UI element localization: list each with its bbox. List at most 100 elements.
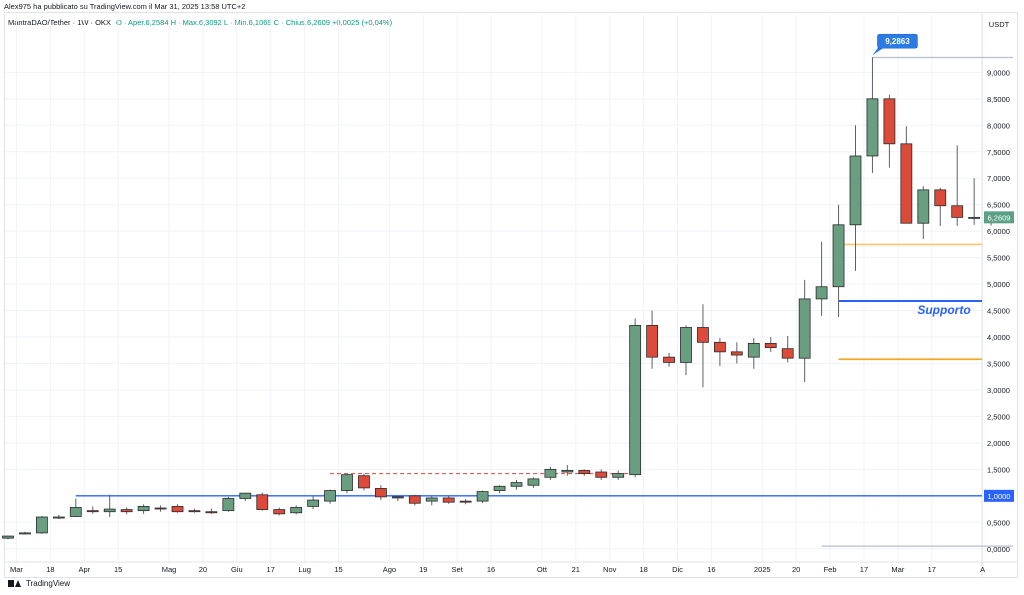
candle-up[interactable] [137, 506, 150, 512]
candle-up[interactable] [680, 327, 692, 363]
candle-up[interactable] [290, 507, 303, 514]
candle-up[interactable] [849, 155, 862, 226]
candle-up[interactable] [544, 468, 557, 478]
candle-up[interactable] [103, 508, 116, 513]
candle-up[interactable] [747, 342, 760, 358]
x-tick-label: Nov [603, 565, 617, 574]
x-tick-label: Mag [162, 565, 177, 574]
candle-up[interactable] [307, 499, 320, 507]
candle-down[interactable] [205, 511, 218, 514]
x-tick-label: Mar [10, 565, 23, 574]
candle-up[interactable] [561, 470, 574, 473]
high-callout-pointer [872, 47, 885, 56]
candle-down[interactable] [663, 356, 675, 363]
high-callout-label: 9,2863 [885, 37, 910, 46]
y-tick-label: 0,0000 [987, 545, 1010, 554]
candle-up[interactable] [510, 482, 523, 487]
candle-down[interactable] [951, 205, 964, 218]
candle-down[interactable] [120, 509, 133, 513]
x-tick-label: Ago [383, 565, 396, 574]
last-price-label: 6,2609 [988, 213, 1011, 222]
candle-up[interactable] [798, 298, 811, 359]
candle-down[interactable] [883, 98, 896, 145]
candle-up[interactable] [968, 216, 981, 219]
candle-up[interactable] [629, 324, 642, 476]
x-tick-label: 19 [419, 565, 427, 574]
candle-down[interactable] [764, 342, 777, 349]
candle-up[interactable] [866, 98, 879, 157]
x-tick-label: Set [452, 565, 464, 574]
price-unit-label: USDT [989, 20, 1010, 29]
tradingview-footer[interactable]: TradingView [8, 579, 70, 588]
candle-up[interactable] [341, 474, 353, 491]
candle-down[interactable] [900, 143, 913, 224]
x-tick-label: Feb [824, 565, 837, 574]
tradingview-logo-icon [8, 579, 22, 588]
candle-down[interactable] [256, 494, 269, 510]
candle-up[interactable] [612, 473, 625, 478]
candle-down[interactable] [595, 471, 608, 478]
candle-down[interactable] [408, 495, 421, 504]
candle-down[interactable] [697, 327, 709, 343]
candle-up[interactable] [324, 490, 336, 502]
x-tick-label: Apr [78, 565, 90, 574]
support-label: Supporto [917, 303, 970, 317]
x-tick-label: 15 [114, 565, 122, 574]
candle-down[interactable] [391, 496, 404, 499]
candle-up[interactable] [239, 492, 252, 499]
candle-down[interactable] [459, 500, 472, 503]
candle-up[interactable] [425, 497, 438, 502]
candle-down[interactable] [273, 509, 286, 515]
candle-down[interactable] [730, 351, 743, 356]
candle-up[interactable] [832, 224, 845, 288]
y-tick-label: 6,0000 [987, 227, 1010, 236]
x-tick-label: A [980, 565, 985, 574]
candle-down[interactable] [781, 348, 794, 359]
candle-up[interactable] [476, 491, 489, 502]
high-callout-box [877, 33, 918, 49]
symbol-legend: MantraDAO/Tether · 1W · OKX O · Aper.6,2… [8, 18, 392, 27]
candle-down[interactable] [154, 507, 167, 510]
y-tick-label: 9,0000 [987, 68, 1010, 77]
x-tick-label: Lug [298, 565, 311, 574]
x-tick-label: Mar [891, 565, 904, 574]
y-tick-label: 8,5000 [987, 95, 1010, 104]
y-tick-label: 3,0000 [987, 386, 1010, 395]
candle-down[interactable] [358, 475, 370, 489]
candle-down[interactable] [442, 497, 455, 503]
x-tick-label: 20 [792, 565, 800, 574]
candle-up[interactable] [493, 485, 506, 491]
candle-down[interactable] [934, 189, 947, 207]
symbol-name[interactable]: MantraDAO/Tether · 1W · OKX [8, 18, 111, 27]
x-tick-label: Giu [231, 565, 243, 574]
candle-down[interactable] [374, 488, 387, 498]
x-tick-label: Dic [672, 565, 683, 574]
y-tick-label: 4,5000 [987, 307, 1010, 316]
candle-down[interactable] [86, 510, 99, 513]
candle-up[interactable] [527, 478, 540, 486]
chart-frame [4, 12, 1018, 578]
candle-down[interactable] [188, 510, 201, 513]
reference-price-label: 1,0000 [988, 492, 1011, 501]
y-tick-label: 7,5000 [987, 148, 1010, 157]
x-tick-label: 20 [199, 565, 207, 574]
y-tick-label: 4,0000 [987, 333, 1010, 342]
y-tick-label: 8,0000 [987, 121, 1010, 130]
x-tick-label: 16 [707, 565, 715, 574]
x-tick-label: 18 [46, 565, 54, 574]
last-price-tag [984, 211, 1014, 224]
candle-up[interactable] [69, 507, 82, 517]
candle-down[interactable] [578, 470, 591, 474]
candle-up[interactable] [2, 535, 14, 539]
candle-down[interactable] [714, 341, 726, 353]
candle-up[interactable] [36, 516, 48, 534]
candle-up[interactable] [19, 532, 31, 535]
y-tick-label: 6,5000 [987, 201, 1010, 210]
candle-down[interactable] [646, 324, 658, 358]
candle-up[interactable] [222, 498, 235, 512]
candle-down[interactable] [171, 506, 184, 513]
candle-up[interactable] [52, 516, 65, 519]
candle-up[interactable] [815, 286, 828, 300]
candle-up[interactable] [917, 189, 930, 224]
